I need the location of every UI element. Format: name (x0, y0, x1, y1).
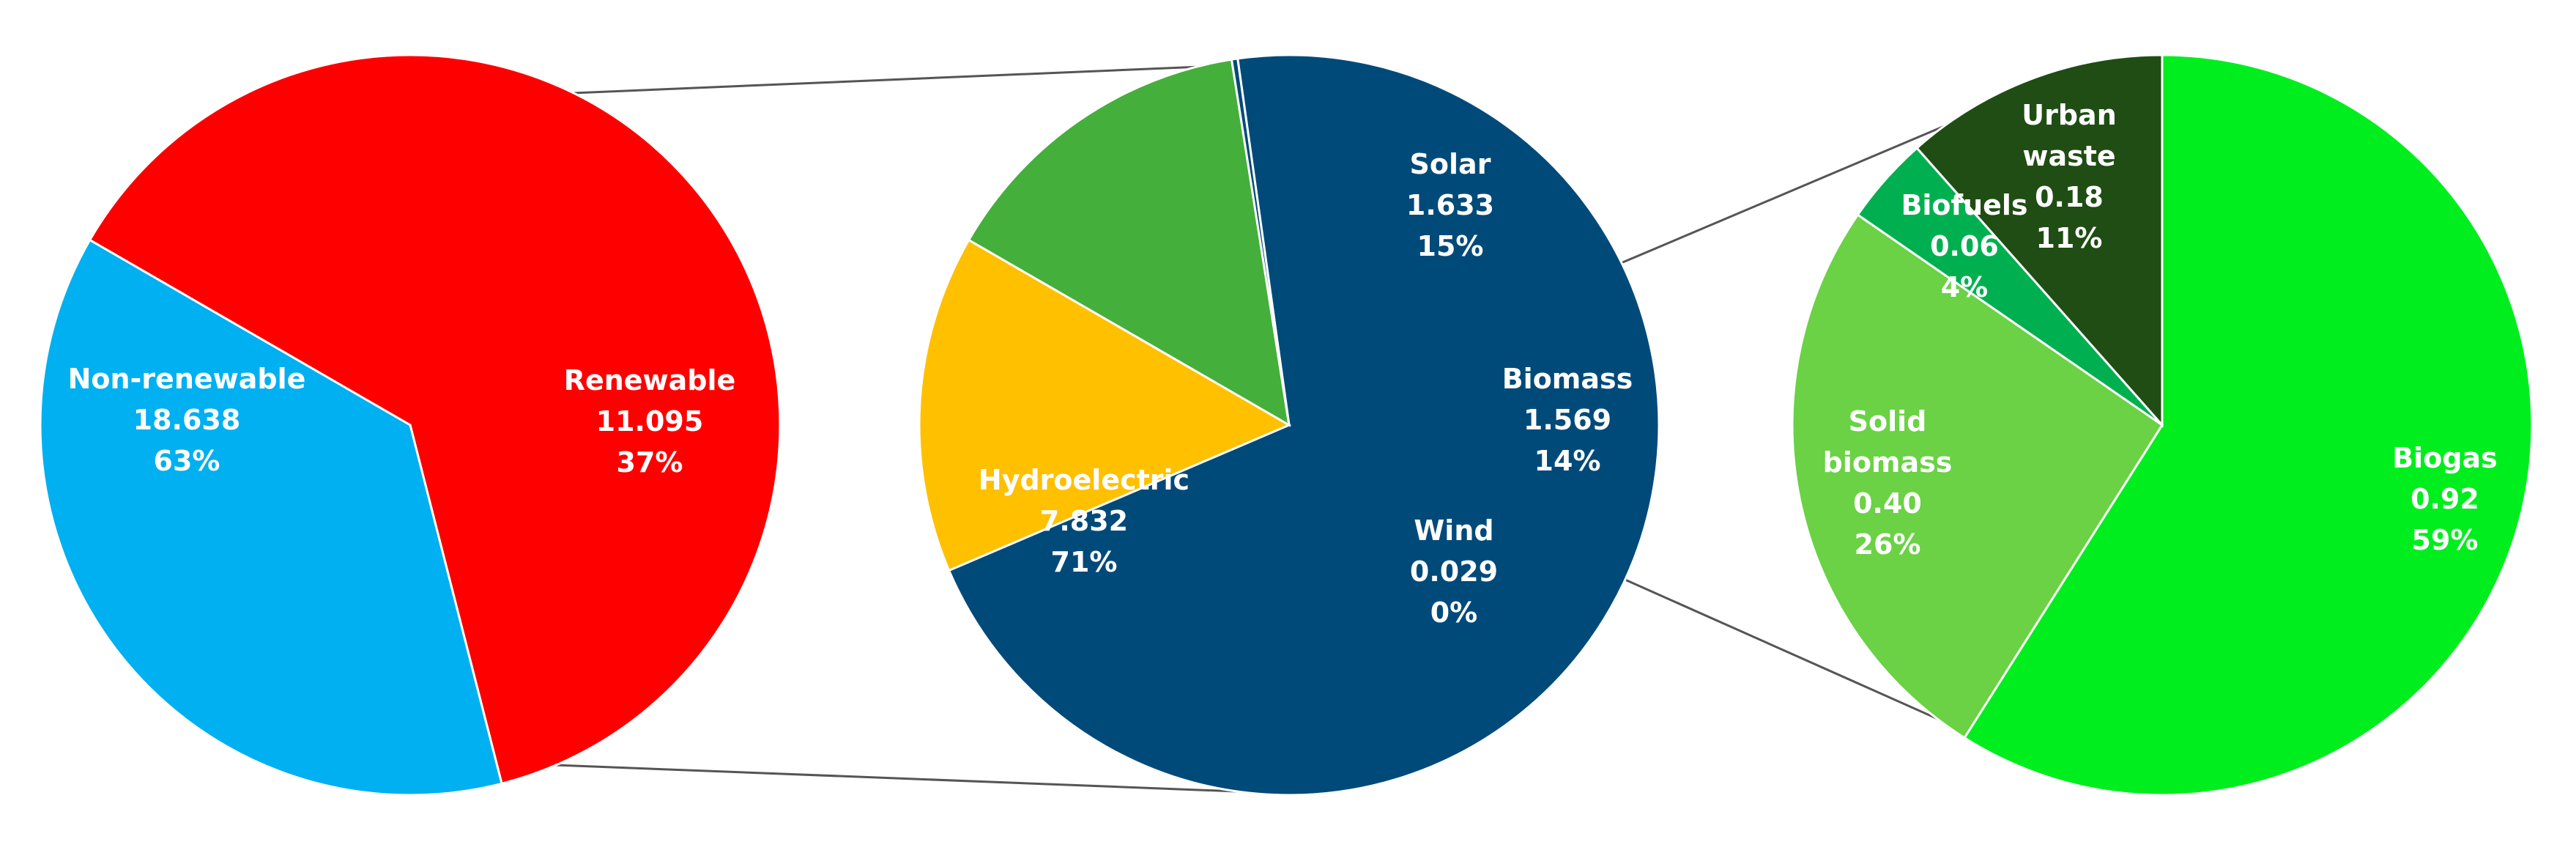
connector-line-top-2 (1615, 114, 1971, 267)
pie-slice-biogas (1963, 53, 2534, 797)
data-label-biofuels: Biofuels 0.06 4% (1901, 189, 2027, 303)
data-label-non-renewable: Non-renewable 18.638 63% (68, 363, 306, 477)
slice-labels: Non-renewable 18.638 63% Renewable 11.095 37%… (68, 99, 2498, 629)
pie-slice-biomass (967, 58, 1291, 427)
pies (39, 53, 2534, 797)
data-label-renewable: Renewable 11.095 37% (564, 364, 736, 479)
pie-slice-solid-biomass (1791, 213, 2164, 739)
data-label-hydroelectric: Hydroelectric 7.832 71% (979, 464, 1189, 578)
data-label-biomass: Biomass 1.569 14% (1502, 363, 1633, 477)
data-label-solar: Solar 1.633 15% (1406, 148, 1494, 262)
pie-slice-solar (918, 238, 1292, 572)
connector-lines (554, 63, 1975, 794)
pie-slice-non-renewable (88, 53, 782, 786)
pie-slice-wind (1230, 57, 1291, 426)
data-label-urban-waste: Urban waste 0.18 11% (2022, 99, 2117, 254)
data-label-biogas: Biogas 0.92 59% (2392, 442, 2498, 556)
data-label-wind: Wind 0.029 0% (1410, 514, 1498, 629)
connector-line-bottom-2 (1619, 576, 1975, 736)
data-label-solid-biomass: Solid biomass 0.40 26% (1823, 405, 1953, 561)
pie-slice-urban-waste (1915, 53, 2164, 428)
pie-slice-hydroelectric (947, 53, 1660, 797)
connector-line-bottom-1 (554, 764, 1275, 794)
connector-line-top-1 (554, 63, 1255, 95)
pie-slice-renewable (39, 238, 503, 797)
